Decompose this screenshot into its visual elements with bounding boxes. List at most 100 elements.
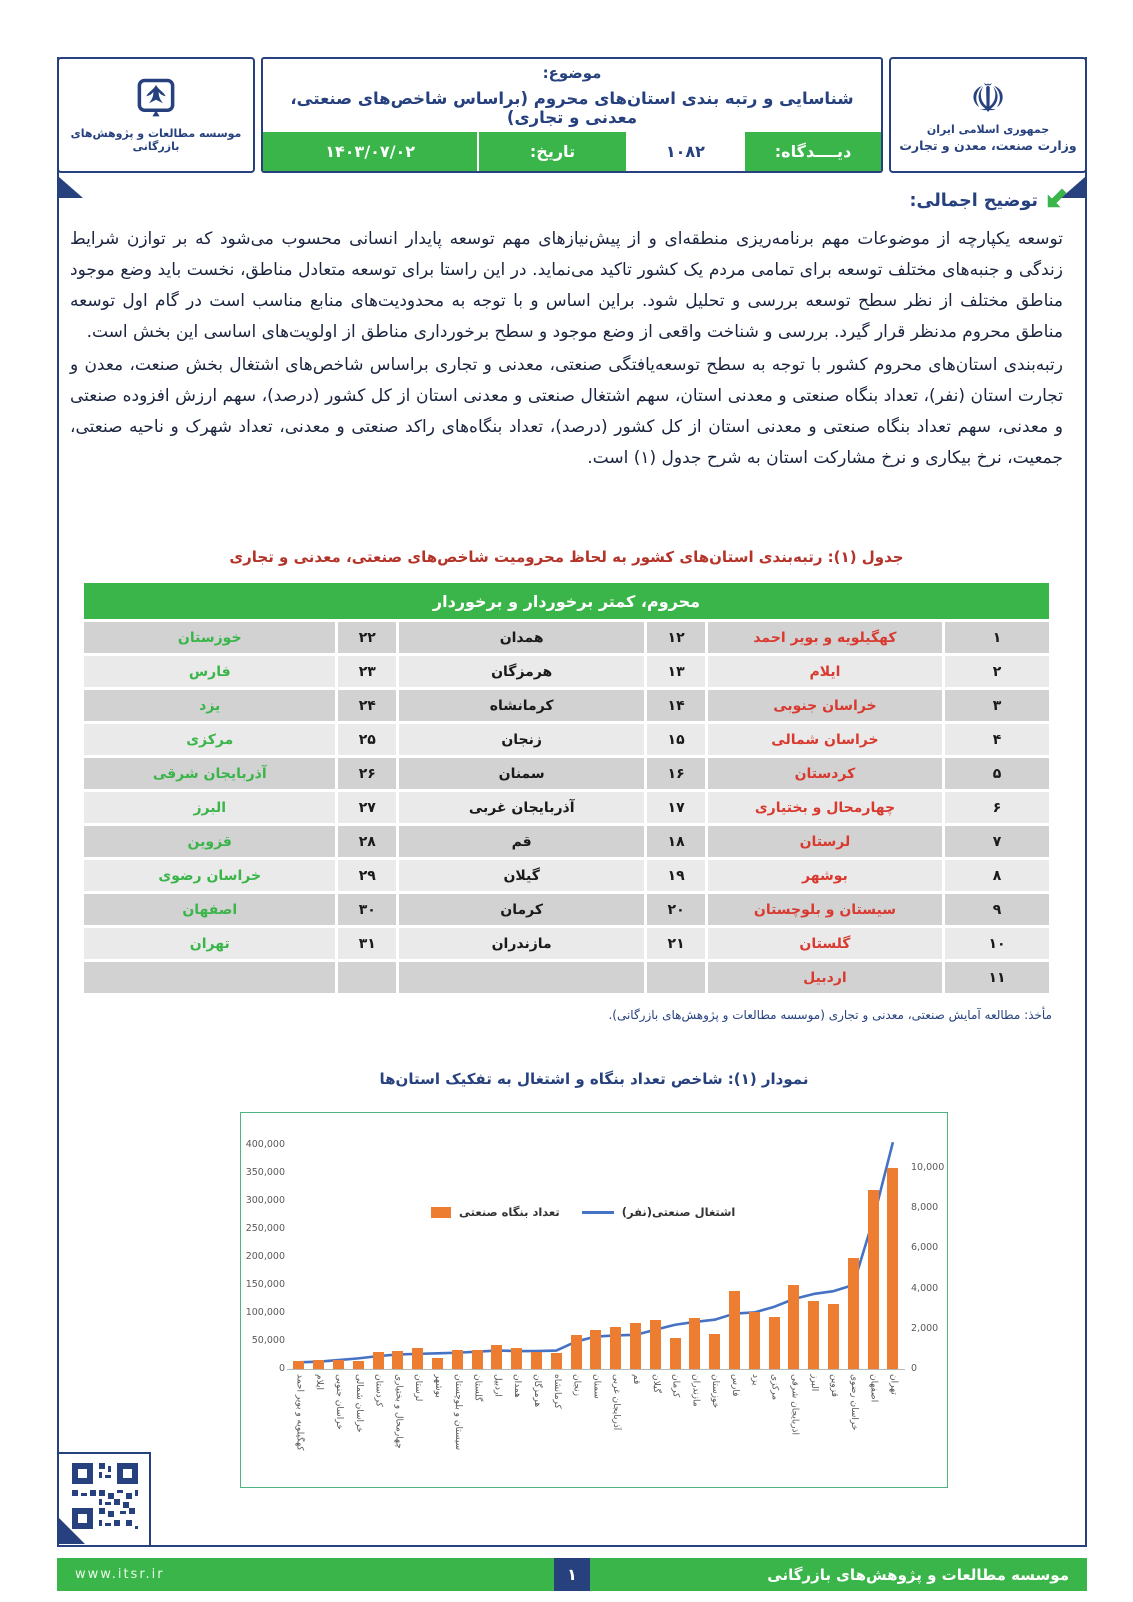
x-axis-label: آذربایجان غربی xyxy=(611,1374,622,1431)
bar-6 xyxy=(412,1347,424,1369)
bar-30 xyxy=(887,1168,899,1369)
x-axis-line xyxy=(287,1369,905,1370)
table-row: ۸ بوشهر ۱۹ گیلان ۲۹ خراسان رضوی xyxy=(84,860,1049,891)
viewpoint-number: ۱۰۸۲ xyxy=(627,132,746,171)
mid-province-cell xyxy=(399,962,645,993)
rank-cell: ۱۷ xyxy=(647,792,705,823)
rank-cell: ۳ xyxy=(945,690,1049,721)
bar-5 xyxy=(392,1351,404,1369)
rank-cell: ۲۷ xyxy=(338,792,397,823)
rank-cell xyxy=(647,962,705,993)
paragraph: توسعه یکپارچه از موضوعات مهم برنامه‌ریزی… xyxy=(70,229,1063,342)
bar-2 xyxy=(333,1359,344,1369)
bar-27 xyxy=(828,1303,839,1369)
privileged-province-cell: یزد xyxy=(84,690,336,721)
rank-cell: ۱۴ xyxy=(647,690,705,721)
table-row: ۲ ایلام ۱۳ هرمزگان ۲۳ فارس xyxy=(84,656,1049,687)
rank-cell: ۱۹ xyxy=(647,860,705,891)
table-row: ۹ سیستان و بلوچستان ۲۰ کرمان ۳۰ اصفهان xyxy=(84,894,1049,925)
rank-cell: ۲۸ xyxy=(338,826,397,857)
bar-24 xyxy=(768,1316,780,1369)
page-border-right xyxy=(1085,57,1087,1546)
institute-logo-box: موسسه مطالعات و پژوهش‌های بازرگانی xyxy=(57,57,255,173)
line-series-swatch-icon xyxy=(581,1210,614,1214)
ranking-table-body: ۱ کهگیلویه و بویر احمد ۱۲ همدان ۲۲ خوزستان ۲ ای… xyxy=(84,622,1049,993)
date-value: ۱۴۰۳/۰۷/۰۲ xyxy=(263,132,480,171)
privileged-province-cell: مرکزی xyxy=(84,724,336,755)
footer-institute: موسسه مطالعات و پژوهش‌های بازرگانی xyxy=(767,1565,1069,1584)
bar-1 xyxy=(313,1360,325,1369)
mid-province-cell: همدان xyxy=(399,622,645,653)
gov-line1: جمهوری اسلامی ایران xyxy=(926,123,1050,136)
rank-cell: ۲۶ xyxy=(338,758,397,789)
page-border-left xyxy=(57,57,59,1546)
qr-code-box xyxy=(57,1452,151,1546)
x-axis-label: مرکزی xyxy=(769,1374,780,1401)
x-axis-label: کرمان xyxy=(670,1374,681,1398)
mid-province-cell: کرمانشاه xyxy=(399,690,645,721)
bar-9 xyxy=(471,1349,483,1369)
x-axis-label: مازندران xyxy=(690,1374,701,1407)
bar-10 xyxy=(491,1344,503,1369)
bar-11 xyxy=(511,1347,523,1369)
subject-label: موضوع: xyxy=(542,64,602,82)
privileged-province-cell: خوزستان xyxy=(84,622,336,653)
deprived-province-cell: گلستان xyxy=(707,928,943,959)
qr-code xyxy=(72,1463,138,1529)
bar-28 xyxy=(847,1258,859,1369)
right-axis-tick: 0 xyxy=(911,1363,918,1374)
left-axis-tick: 400,000 xyxy=(245,1139,285,1150)
privileged-province-cell xyxy=(84,962,336,993)
deprived-province-cell: ایلام xyxy=(707,656,943,687)
x-axis-label: کردستان xyxy=(373,1374,384,1407)
left-axis-tick: 0 xyxy=(278,1363,285,1374)
bar-series-label: تعداد بنگاه صنعتی xyxy=(459,1205,560,1219)
table-caption: جدول (۱): رتبه‌بندی استان‌های کشور به لح… xyxy=(229,548,904,566)
deprived-province-cell: لرستان xyxy=(707,826,943,857)
x-axis-label: قزوین xyxy=(829,1374,839,1397)
left-axis-tick: 50,000 xyxy=(251,1335,285,1346)
rank-cell: ۱۳ xyxy=(647,656,705,687)
rank-cell: ۲۹ xyxy=(338,860,397,891)
deprived-province-cell: کهگیلویه و بویر احمد xyxy=(707,622,943,653)
x-axis-label: لرستان xyxy=(413,1374,424,1402)
itsr-dove-logo-icon xyxy=(135,77,177,123)
bar-21 xyxy=(709,1333,721,1369)
bar-0 xyxy=(293,1360,305,1369)
rank-cell: ۵ xyxy=(945,758,1049,789)
x-axis-label: هرمزگان xyxy=(532,1374,542,1408)
ministry-logo-box: ☫ جمهوری اسلامی ایران وزارت صنعت، معدن و… xyxy=(889,57,1087,173)
rank-cell: ۱۵ xyxy=(647,724,705,755)
rank-cell: ۲۳ xyxy=(338,656,397,687)
source-note: مأخذ: مطالعه آمایش صنعتی، معدنی و تجاری … xyxy=(608,1008,1052,1022)
bar-22 xyxy=(729,1290,740,1369)
bar-7 xyxy=(432,1358,443,1369)
deprived-province-cell: خراسان جنوبی xyxy=(707,690,943,721)
mid-province-cell: زنجان xyxy=(399,724,645,755)
rank-cell: ۲ xyxy=(945,656,1049,687)
line-series-label: اشتغال صنعتی(نفر) xyxy=(621,1205,736,1219)
arrow-down-left-icon xyxy=(1045,188,1067,214)
table-row: ۷ لرستان ۱۸ قم ۲۸ قزوین xyxy=(84,826,1049,857)
x-axis-label: گلستان xyxy=(472,1374,483,1402)
left-axis-tick: 100,000 xyxy=(245,1307,285,1318)
footer-website-link[interactable]: www.itsr.ir xyxy=(75,1567,165,1582)
left-axis-tick: 150,000 xyxy=(245,1279,285,1290)
x-axis-label: کهگیلویه و بویر احمد xyxy=(294,1374,305,1451)
meta-bar: دیــــدگاه: ۱۰۸۲ تاریخ: ۱۴۰۳/۰۷/۰۲ xyxy=(263,132,881,171)
deprived-province-cell: سیستان و بلوچستان xyxy=(707,894,943,925)
x-axis-label: زنجان xyxy=(571,1374,582,1397)
left-axis-tick: 350,000 xyxy=(245,1167,285,1178)
right-axis-tick: 10,000 xyxy=(911,1162,945,1173)
bar-17 xyxy=(630,1322,641,1369)
section-heading: توضیح اجمالی: xyxy=(910,188,1068,214)
bar-12 xyxy=(531,1351,542,1369)
bar-23 xyxy=(748,1311,760,1369)
table-row: ۱۰ گلستان ۲۱ مازندران ۳۱ تهران xyxy=(84,928,1049,959)
x-axis-label: آذربایجان شرقی xyxy=(789,1374,800,1435)
x-axis-label: البرز xyxy=(809,1374,820,1392)
viewpoint-label: دیــــدگاه: xyxy=(774,142,852,161)
mid-province-cell: هرمزگان xyxy=(399,656,645,687)
rank-cell: ۲۵ xyxy=(338,724,397,755)
chart: تعداد بنگاه صنعتی اشتغال صنعتی(نفر) 0 50,… xyxy=(240,1112,948,1488)
